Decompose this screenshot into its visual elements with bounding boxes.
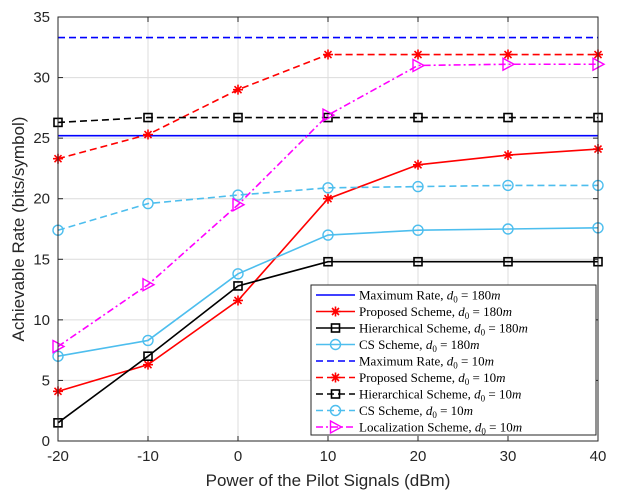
legend-marker: [330, 389, 341, 399]
data-point-hierarchical-scheme-d0-10m: [143, 112, 153, 123]
series-layer: [52, 36, 606, 428]
data-point-cs-scheme-d0-180m: [412, 224, 424, 236]
data-point-proposed-scheme-d0-10m: [503, 49, 513, 60]
data-point-cs-scheme-d0-180m: [322, 229, 334, 241]
legend-item-cs-scheme-d0-10m: CS Scheme, d0 = 10m: [316, 403, 473, 420]
data-point-cs-scheme-d0-180m: [502, 223, 514, 235]
y-tick-label: 35: [33, 9, 50, 26]
data-point-cs-scheme-d0-10m: [232, 189, 244, 201]
data-point-cs-scheme-d0-10m: [322, 182, 334, 194]
data-point-cs-scheme-d0-10m: [412, 180, 424, 193]
legend-label: CS Scheme, d0 = 10m: [359, 403, 473, 420]
data-point-cs-scheme-d0-180m: [142, 334, 154, 347]
legend-item-proposed-scheme-d0-180m: Proposed Scheme, d0 = 180m: [316, 304, 512, 321]
data-point-cs-scheme-d0-180m: [232, 268, 244, 280]
data-point-proposed-scheme-d0-180m: [503, 150, 513, 161]
legend-item-maximum-rate-d0-10m: Maximum Rate, d0 = 10m: [316, 354, 494, 371]
y-tick-label: 25: [33, 130, 50, 147]
legend-item-hierarchical-scheme-d0-10m: Hierarchical Scheme, d0 = 10m: [316, 387, 521, 404]
data-point-hierarchical-scheme-d0-10m: [503, 112, 513, 123]
legend-label: Proposed Scheme, d0 = 180m: [359, 304, 512, 321]
y-tick-label: 10: [33, 312, 50, 329]
data-point-hierarchical-scheme-d0-180m: [233, 281, 243, 291]
data-point-hierarchical-scheme-d0-10m: [233, 112, 243, 123]
data-point-proposed-scheme-d0-10m: [233, 84, 243, 95]
series-hierarchical-scheme-d0-180m: [53, 256, 603, 428]
series-line-cs-scheme-d0-10m: [57, 184, 598, 231]
legend-label: Localization Scheme, d0 = 10m: [359, 420, 522, 437]
y-tick-label: 20: [33, 191, 50, 208]
data-point-hierarchical-scheme-d0-10m: [413, 112, 423, 123]
data-point-proposed-scheme-d0-180m: [233, 295, 243, 306]
y-tick-label: 15: [33, 251, 50, 268]
data-point-cs-scheme-d0-10m: [502, 179, 514, 192]
x-tick-label: 20: [410, 448, 427, 465]
x-tick-label: -20: [47, 448, 69, 465]
axis-ticks: -20 -10 0 10 20 30 40 0 5 10 15 20 25 30 35: [33, 9, 606, 465]
x-tick-label: 30: [500, 448, 517, 465]
x-axis-label: Power of the Pilot Signals (dBm): [206, 471, 451, 490]
series-line-cs-scheme-d0-180m: [57, 226, 599, 357]
legend-label: CS Scheme, d0 = 180m: [359, 337, 480, 354]
series-line-localization-scheme-d0-10m: [57, 63, 598, 348]
data-point-hierarchical-scheme-d0-180m: [413, 256, 423, 267]
data-point-cs-scheme-d0-10m: [142, 197, 154, 210]
series-line-hierarchical-scheme-d0-180m: [57, 260, 598, 424]
series-line-hierarchical-scheme-d0-10m: [57, 116, 598, 124]
x-tick-label: 0: [234, 448, 242, 465]
y-axis-label: Achievable Rate (bits/symbol): [9, 117, 28, 342]
data-point-localization-scheme-d0-10m: [322, 107, 336, 123]
legend-label: Maximum Rate, d0 = 180m: [359, 288, 500, 305]
data-point-localization-scheme-d0-10m: [502, 57, 516, 72]
data-point-proposed-scheme-d0-10m: [143, 129, 153, 140]
legend-item-localization-scheme-d0-10m: Localization Scheme, d0 = 10m: [316, 420, 522, 437]
data-point-proposed-scheme-d0-10m: [413, 49, 423, 60]
data-point-hierarchical-scheme-d0-10m: [323, 112, 333, 123]
data-point-hierarchical-scheme-d0-180m: [143, 351, 153, 362]
data-point-hierarchical-scheme-d0-180m: [323, 256, 333, 267]
x-tick-label: 10: [320, 448, 337, 465]
legend-item-maximum-rate-d0-180m: Maximum Rate, d0 = 180m: [316, 288, 500, 305]
legend-marker: [330, 323, 341, 333]
data-point-proposed-scheme-d0-180m: [323, 193, 333, 204]
data-point-proposed-scheme-d0-180m: [413, 159, 423, 170]
data-point-proposed-scheme-d0-10m: [323, 49, 333, 60]
legend-marker: [329, 404, 342, 417]
data-point-localization-scheme-d0-10m: [142, 277, 156, 292]
x-tick-label: 40: [590, 448, 607, 465]
legend-label: Proposed Scheme, d0 = 10m: [359, 370, 506, 387]
legend-marker: [330, 306, 341, 317]
y-tick-label: 0: [42, 433, 50, 450]
legend-marker: [329, 338, 342, 351]
x-tick-label: -10: [137, 448, 159, 465]
data-point-hierarchical-scheme-d0-180m: [503, 256, 513, 267]
legend-box: [310, 284, 597, 436]
legend-item-cs-scheme-d0-180m: CS Scheme, d0 = 180m: [316, 337, 480, 354]
legend-label: Hierarchical Scheme, d0 = 10m: [359, 387, 521, 404]
legend-label: Maximum Rate, d0 = 10m: [359, 354, 494, 371]
data-point-localization-scheme-d0-10m: [412, 58, 426, 73]
legend-label: Hierarchical Scheme, d0 = 180m: [359, 321, 528, 338]
legend-item-hierarchical-scheme-d0-180m: Hierarchical Scheme, d0 = 180m: [316, 321, 528, 338]
data-point-proposed-scheme-d0-180m: [143, 359, 153, 370]
legend-marker: [330, 372, 341, 383]
data-point-localization-scheme-d0-10m: [232, 197, 246, 212]
legend-item-proposed-scheme-d0-10m: Proposed Scheme, d0 = 10m: [316, 370, 506, 387]
y-tick-label: 5: [42, 372, 50, 389]
y-tick-label: 30: [33, 70, 50, 87]
legend-marker: [329, 419, 343, 435]
